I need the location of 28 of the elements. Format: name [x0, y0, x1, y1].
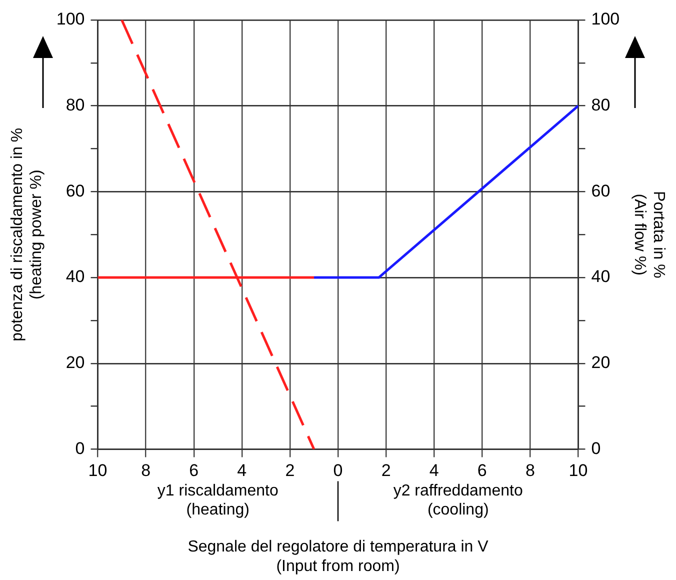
y2-tick-label: 100: [591, 10, 620, 29]
y-tick-label: 100: [56, 10, 85, 29]
y2-tick-label: 60: [591, 181, 610, 200]
y-axis-title: potenza di riscaldamento in % (heating power %): [9, 128, 46, 342]
text: y1 riscaldamento (heating): [157, 482, 278, 519]
x-tick-label: 0: [333, 461, 343, 480]
x-tick-label: 10: [568, 461, 588, 480]
y-tick-label: 80: [66, 96, 85, 115]
x-tick-label: 6: [189, 461, 199, 480]
y2-tick-label: 0: [591, 438, 601, 458]
y-tick-label: 60: [66, 181, 85, 200]
x-tick-label: 6: [477, 461, 487, 480]
x-tick-label: 2: [285, 461, 295, 480]
x-tick-label: 8: [141, 461, 151, 480]
text: y2 raffreddamento (cooling): [393, 482, 523, 519]
y-tick-label: 40: [66, 267, 85, 286]
x-tick-label: 8: [525, 461, 535, 480]
y2-axis-title: Portata in % (Air flow %): [630, 191, 667, 278]
x-axis-title: Segnale del regolatore di temperatura in V (Input from room): [188, 538, 489, 575]
x-tick-label: 2: [381, 461, 391, 480]
y2-tick-label: 80: [591, 96, 610, 115]
x-tick-label: 4: [429, 461, 439, 480]
y-tick-label: 20: [66, 353, 85, 372]
y2-tick-label: 40: [591, 267, 610, 286]
y2-tick-label: 20: [591, 353, 610, 372]
x-tick-label: 4: [237, 461, 247, 480]
y-tick-label: 0: [75, 438, 85, 458]
x-tick-label: 10: [88, 461, 108, 480]
